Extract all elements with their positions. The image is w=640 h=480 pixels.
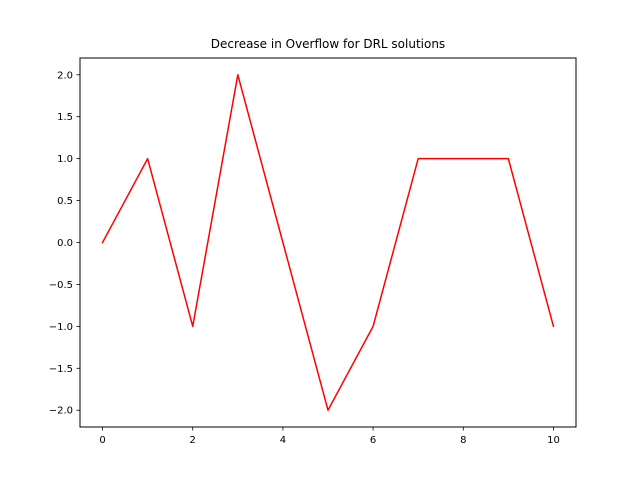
y-tick-label: 1.5 (57, 112, 73, 123)
y-tick-label: 0.0 (57, 238, 73, 249)
y-tick-label: −0.5 (49, 280, 73, 291)
x-tick-label: 2 (190, 435, 196, 446)
x-tick-label: 4 (280, 435, 286, 446)
x-axis: 0 2 4 6 8 10 (99, 427, 560, 446)
x-tick-label: 6 (370, 435, 376, 446)
y-tick-label: 1.0 (57, 154, 73, 165)
y-tick-label: −1.5 (49, 364, 73, 375)
chart-title: Decrease in Overflow for DRL solutions (211, 37, 445, 51)
y-tick-label: −2.0 (49, 406, 73, 417)
x-tick-label: 10 (547, 435, 560, 446)
y-axis: −2.0 −1.5 −1.0 −0.5 0.0 0.5 1.0 1.5 2.0 (49, 70, 80, 417)
series-line (101, 74, 555, 411)
x-tick-label: 8 (460, 435, 466, 446)
series-layer (101, 74, 555, 411)
x-tick-label: 0 (99, 435, 105, 446)
y-tick-label: −1.0 (49, 322, 73, 333)
y-tick-label: 0.5 (57, 196, 73, 207)
y-tick-label: 2.0 (57, 70, 73, 81)
